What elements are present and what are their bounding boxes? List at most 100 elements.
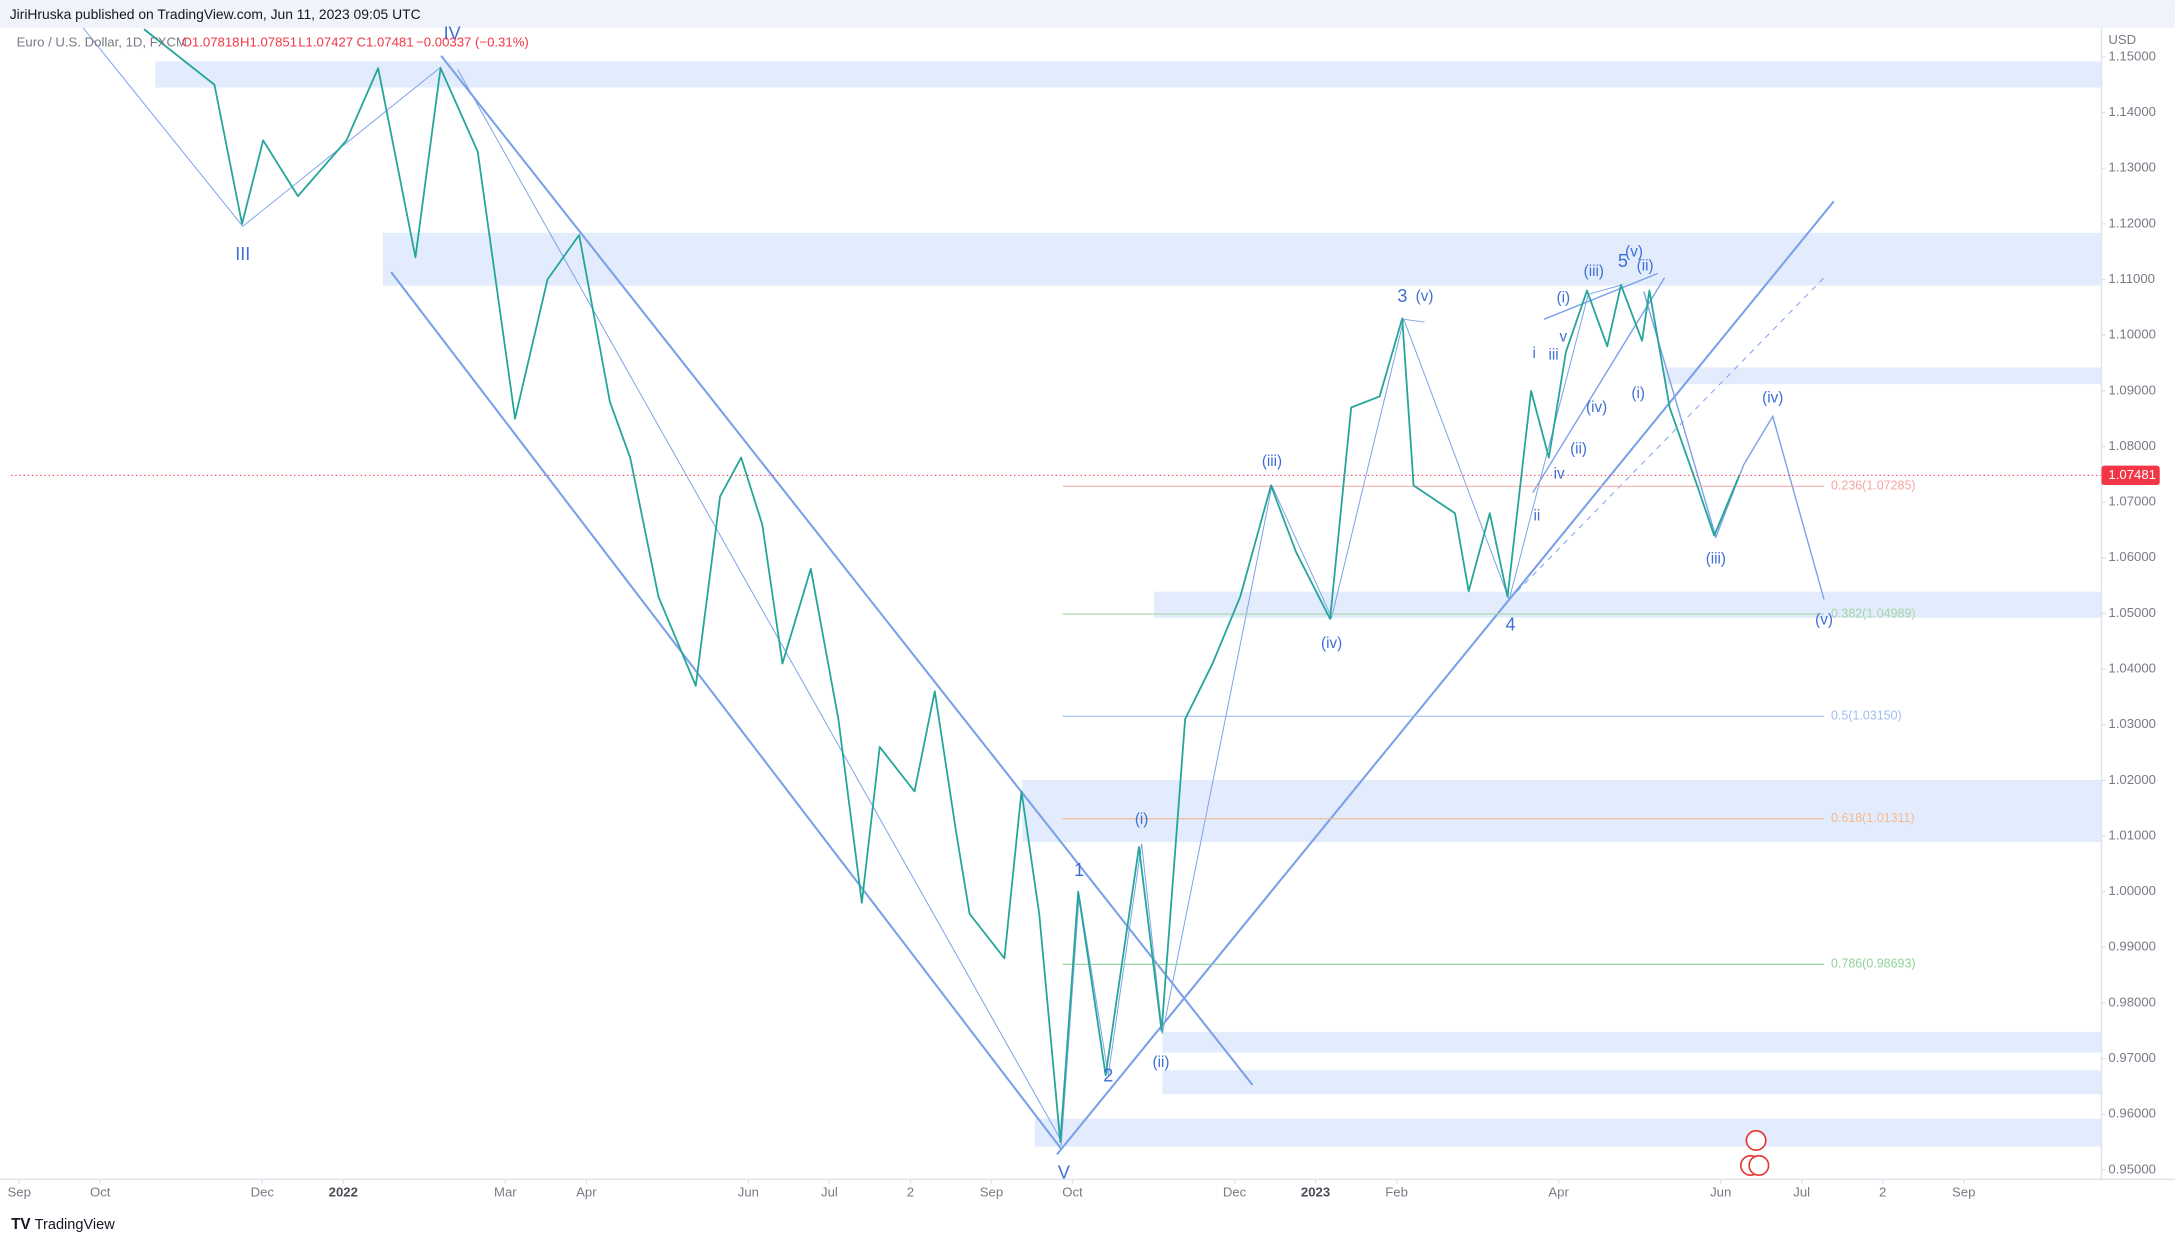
wave-label: (iv) — [1762, 389, 1783, 406]
y-tick-label: 1.05000 — [2108, 605, 2156, 620]
x-tick-label: Jul — [821, 1185, 838, 1200]
fib-label: 0.5(1.03150) — [1831, 709, 1902, 723]
x-tick-label: Jul — [1793, 1185, 1810, 1200]
wave-label: (i) — [1631, 385, 1645, 402]
zone — [1664, 367, 2102, 385]
wave-label: ii — [1534, 507, 1541, 524]
x-tick-label: Oct — [1062, 1185, 1083, 1200]
y-tick-label: 1.14000 — [2108, 104, 2156, 119]
x-tick-label: Dec — [251, 1185, 275, 1200]
channel-mid — [457, 69, 1062, 1141]
x-tick-label: 2 — [1879, 1185, 1886, 1200]
wave-label: (iii) — [1262, 453, 1282, 470]
symbol: Euro / U.S. Dollar, 1D, FXCM — [17, 35, 187, 50]
y-tick-label: 1.08000 — [2108, 438, 2156, 453]
y-tick-label: 0.99000 — [2108, 939, 2156, 954]
currency: USD — [2108, 32, 2136, 47]
wave-label: (i) — [1557, 290, 1571, 307]
y-tick-label: 0.98000 — [2108, 994, 2156, 1009]
last-price-label: 1.07481 — [2108, 467, 2156, 482]
wave-label: 2 — [1103, 1065, 1113, 1085]
ohlc-value: O1.07818 — [182, 35, 240, 50]
zone — [1034, 1118, 2102, 1147]
event-icon — [1745, 1129, 1767, 1152]
fib-label: 0.236(1.07285) — [1831, 479, 1916, 493]
wave-label: i — [1532, 345, 1535, 362]
fib-label: 0.786(0.98693) — [1831, 957, 1916, 971]
y-tick-label: 1.12000 — [2108, 215, 2156, 230]
fib-label: 0.618(1.01311) — [1831, 811, 1915, 825]
price-line — [143, 28, 1741, 1143]
ohlc-value: H1.07851 — [240, 35, 297, 50]
wave-path — [1403, 318, 1425, 323]
brand: TradingView — [35, 1217, 116, 1233]
wave-label: (ii) — [1153, 1054, 1170, 1071]
ohlc-value: −0.00337 (−0.31%) — [416, 35, 529, 50]
y-tick-label: 0.95000 — [2108, 1161, 2156, 1176]
x-tick-label: Jun — [738, 1185, 759, 1200]
x-tick-label: Feb — [1385, 1185, 1408, 1200]
event-icons — [1739, 1129, 1770, 1176]
wave-label: V — [1058, 1163, 1070, 1183]
y-tick-label: 1.13000 — [2108, 160, 2156, 175]
wave-label: 1 — [1074, 860, 1084, 880]
ohlc-value: L1.07427 — [298, 35, 353, 50]
wedge-line — [1532, 277, 1666, 494]
wedge-line — [1543, 272, 1658, 320]
wave-label: (iv) — [1586, 399, 1607, 416]
x-tick-label: Sep — [1952, 1185, 1975, 1200]
wave-label: (v) — [1625, 244, 1643, 261]
wave-label: iii — [1548, 346, 1558, 363]
wave-label: v — [1559, 328, 1567, 345]
footer — [0, 1208, 2175, 1242]
event-icon — [1748, 1154, 1770, 1176]
x-tick-label: Jun — [1710, 1185, 1731, 1200]
x-tick-label: Dec — [1223, 1185, 1247, 1200]
x-tick-label: Apr — [576, 1185, 597, 1200]
y-tick-label: 1.04000 — [2108, 661, 2156, 676]
publisher: JiriHruska published on TradingView.com,… — [10, 6, 421, 22]
y-tick-label: 1.00000 — [2108, 883, 2156, 898]
y-tick-label: 1.01000 — [2108, 827, 2156, 842]
zone — [155, 61, 2102, 88]
ohlc-value: C1.07481 — [356, 35, 413, 50]
wave-label: (ii) — [1637, 258, 1654, 275]
wave-label: (i) — [1135, 811, 1149, 828]
wave-label: IV — [444, 24, 461, 44]
wave-label: (v) — [1416, 288, 1434, 305]
y-tick-label: 0.97000 — [2108, 1050, 2156, 1065]
wave-path — [82, 27, 442, 228]
wave-label: 5 — [1618, 251, 1628, 271]
x-tick-label: Oct — [90, 1185, 111, 1200]
y-tick-label: 1.11000 — [2108, 271, 2155, 286]
x-tick-label: 2023 — [1301, 1185, 1330, 1200]
channel-upper — [440, 55, 1254, 1086]
plot: 0.236(1.07285) 0.382(1.04989) 0.5(1.03150)… — [11, 24, 2102, 1183]
y-tick-label: 1.09000 — [2108, 382, 2156, 397]
x-tick-label: Mar — [494, 1185, 517, 1200]
projection-path — [1643, 291, 1825, 600]
x-tick-label: Sep — [7, 1185, 30, 1200]
wave-label: (iii) — [1706, 550, 1726, 567]
wave-label: (ii) — [1570, 441, 1587, 458]
x-tick-label: 2 — [907, 1185, 914, 1200]
zone — [1162, 1031, 2102, 1053]
y-tick-label: 1.10000 — [2108, 327, 2156, 342]
zone — [1162, 1070, 2102, 1095]
logo: TV — [11, 1216, 31, 1233]
top-bar — [0, 0, 2175, 29]
x-tick-label: Sep — [980, 1185, 1003, 1200]
y-tick-label: 0.96000 — [2108, 1106, 2156, 1121]
zone — [1022, 779, 2102, 843]
wave-label: (iii) — [1584, 263, 1604, 280]
y-tick-label: 1.03000 — [2108, 716, 2156, 731]
x-tick-label: Apr — [1548, 1185, 1569, 1200]
wave-label: 4 — [1506, 615, 1516, 635]
wave-label: III — [235, 244, 250, 264]
y-tick-label: 1.07000 — [2108, 494, 2156, 509]
channel-lower — [390, 271, 1062, 1150]
y-tick-label: 1.02000 — [2108, 772, 2156, 787]
fib-label: 0.382(1.04989) — [1831, 606, 1916, 620]
